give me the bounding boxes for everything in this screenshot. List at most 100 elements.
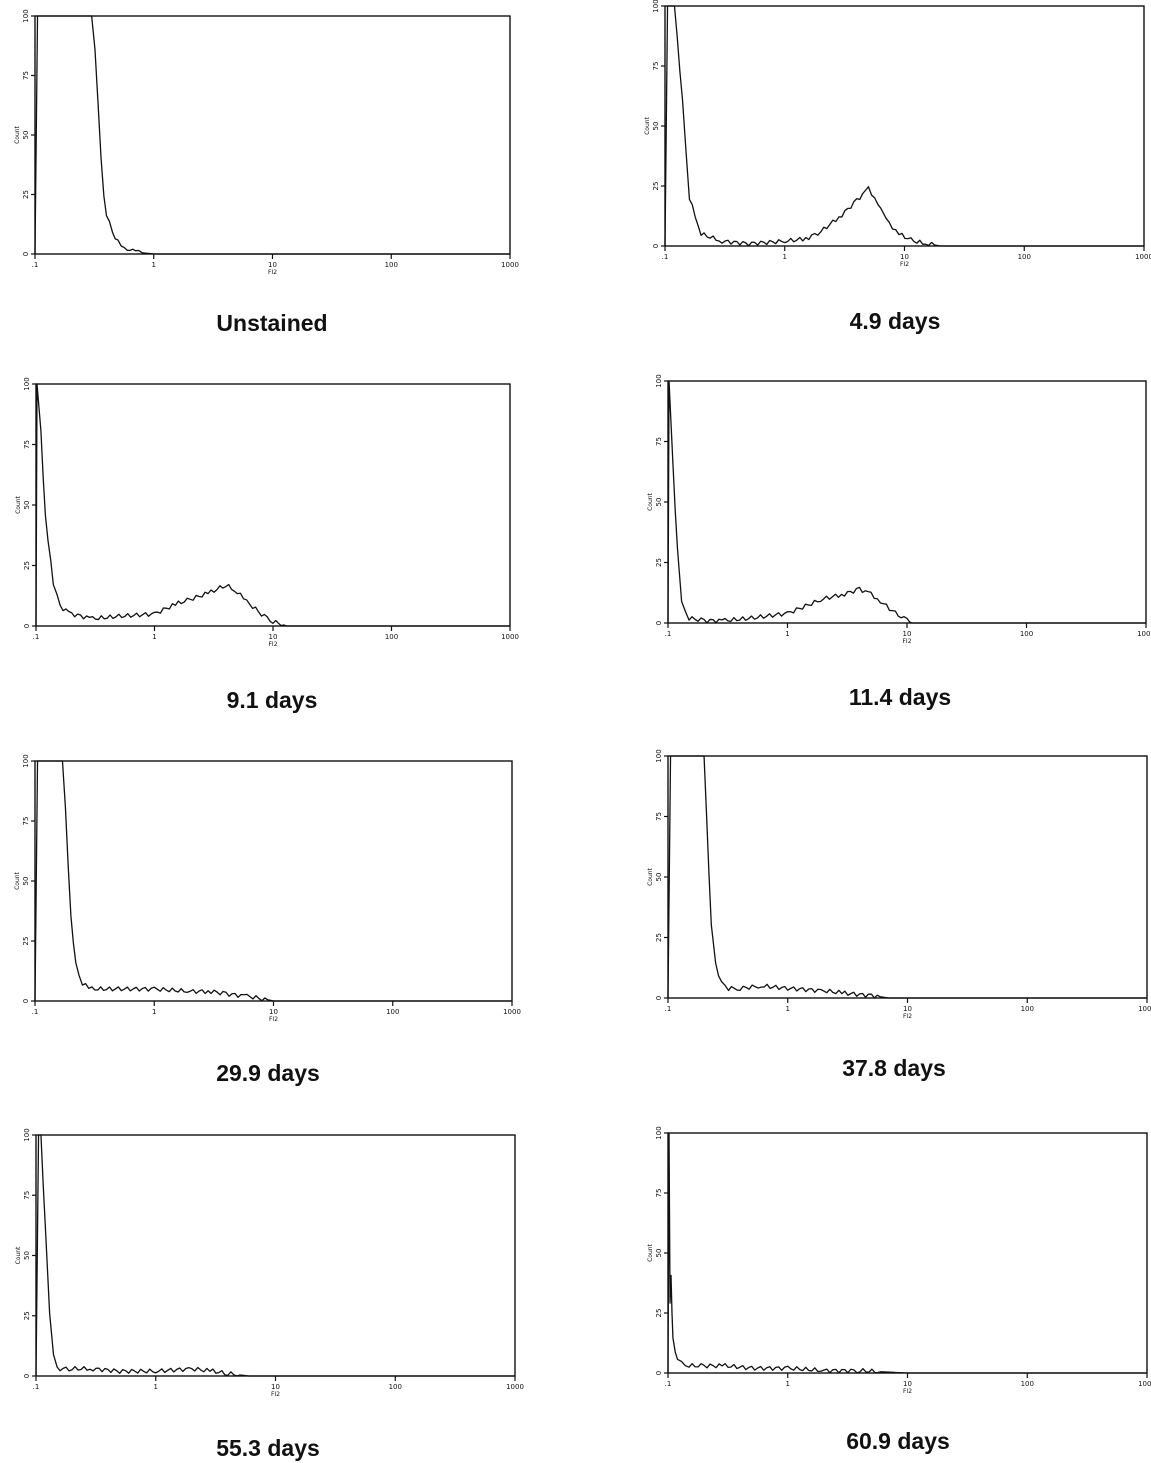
y-tick-label: 100	[655, 1126, 663, 1139]
y-tick-label: 100	[655, 374, 663, 387]
x-tick-label: 100	[1020, 630, 1033, 638]
x-axis-label: FI2	[268, 269, 277, 276]
caption-4-9-days: 4.9 days	[849, 308, 941, 334]
caption-unstained: Unstained	[216, 310, 328, 336]
x-tick-label: .1	[665, 630, 672, 638]
x-tick-label: 10	[903, 630, 912, 638]
y-tick-label: 25	[652, 182, 660, 191]
y-tick-label: 100	[22, 754, 30, 767]
y-tick-label: 100	[23, 1128, 31, 1141]
x-tick-label: 100	[385, 633, 398, 641]
x-tick-label: .1	[33, 1383, 40, 1391]
x-tick-label: 10	[903, 1380, 912, 1388]
x-tick-label: 100	[386, 1008, 399, 1016]
histogram-line	[35, 383, 510, 627]
x-tick-label: 1	[786, 1380, 790, 1388]
y-tick-label: 100	[23, 377, 31, 390]
y-tick-label: 75	[23, 440, 31, 449]
histogram-chart-4-9-days: .1 1 10 100 1000 0 25 50 75 100 FI2 Count	[644, 0, 1151, 268]
histogram-panel-29-9-days: .1 1 10 100 1000 0 25 50 75 100 FI2 Count	[0, 745, 575, 1035]
plot-frame	[667, 380, 1147, 624]
y-tick-label: 50	[655, 873, 663, 882]
x-tick-label: 10	[900, 253, 909, 261]
x-tick-label: .1	[662, 253, 669, 261]
histogram-line	[667, 755, 1147, 999]
x-axis-label: FI2	[903, 1388, 912, 1395]
x-tick-label: .1	[33, 633, 40, 641]
y-tick-label: 0	[655, 621, 663, 625]
x-tick-label: 1	[783, 253, 787, 261]
histogram-line	[667, 380, 1146, 624]
y-tick-label: 50	[22, 877, 30, 886]
x-tick-label: 100	[389, 1383, 402, 1391]
y-tick-label: 50	[23, 1251, 31, 1260]
x-tick-label: 1000	[1138, 1380, 1151, 1388]
y-axis-label: Count	[14, 871, 21, 889]
x-axis-label: FI2	[903, 1013, 912, 1020]
x-tick-label: 10	[268, 261, 277, 269]
plot-frame	[664, 5, 1145, 247]
x-tick-label: 10	[903, 1005, 912, 1013]
histogram-panel-4-9-days: .1 1 10 100 1000 0 25 50 75 100 FI2 Count	[576, 0, 1151, 280]
y-tick-label: 25	[23, 1311, 31, 1320]
y-tick-label: 25	[655, 933, 663, 942]
histogram-chart-55-3-days: .1 1 10 100 1000 0 25 50 75 100 FI2 Count	[15, 1128, 524, 1398]
caption-55-3-days: 55.3 days	[216, 1435, 320, 1461]
x-tick-label: 1000	[1135, 253, 1151, 261]
x-tick-label: 1000	[506, 1383, 524, 1391]
histogram-line	[35, 1134, 515, 1377]
x-tick-label: 1	[154, 1383, 158, 1391]
y-axis-label: Count	[15, 1246, 22, 1264]
y-tick-label: 0	[655, 1371, 663, 1375]
histogram-line	[34, 15, 510, 255]
y-axis-label: Count	[15, 495, 22, 513]
x-tick-label: 1000	[501, 633, 519, 641]
y-tick-label: 75	[23, 1191, 31, 1200]
y-tick-label: 75	[655, 437, 663, 446]
y-tick-label: 50	[655, 498, 663, 507]
y-axis-label: Count	[647, 1243, 654, 1261]
y-tick-label: 0	[22, 252, 30, 256]
histogram-panel-55-3-days: .1 1 10 100 1000 0 25 50 75 100 FI2 Count	[0, 1120, 575, 1410]
x-tick-label: 1000	[1137, 630, 1151, 638]
x-axis-label: FI2	[269, 1016, 278, 1023]
caption-60-9-days: 60.9 days	[846, 1428, 950, 1454]
histogram-chart-29-9-days: .1 1 10 100 1000 0 25 50 75 100 FI2 Count	[14, 754, 521, 1023]
y-tick-label: 75	[22, 817, 30, 826]
y-tick-label: 50	[23, 501, 31, 510]
x-tick-label: 1	[152, 633, 156, 641]
histogram-panel-11-4-days: .1 1 10 100 1000 0 25 50 75 100 FI2 Count	[576, 370, 1151, 660]
x-tick-label: 10	[269, 633, 278, 641]
plot-frame	[35, 1134, 516, 1377]
histogram-chart-11-4-days: .1 1 10 100 1000 0 25 50 75 100 FI2 Count	[647, 374, 1151, 645]
histogram-panel-60-9-days: .1 1 10 100 1000 0 25 50 75 100 FI2 Count	[576, 1120, 1151, 1410]
y-tick-label: 25	[22, 190, 30, 199]
y-tick-label: 25	[22, 937, 30, 946]
y-tick-label: 0	[655, 996, 663, 1000]
x-axis-label: FI2	[900, 261, 909, 268]
y-tick-label: 0	[22, 999, 30, 1003]
y-tick-label: 25	[23, 561, 31, 570]
x-axis-label: FI2	[902, 638, 911, 645]
x-tick-label: 100	[1021, 1380, 1034, 1388]
x-axis-label: FI2	[268, 641, 277, 648]
y-axis-label: Count	[14, 125, 21, 143]
y-tick-label: 25	[655, 558, 663, 567]
y-axis-label: Count	[647, 867, 654, 885]
y-tick-label: 75	[652, 62, 660, 71]
x-tick-label: 1	[786, 1005, 790, 1013]
x-tick-label: .1	[665, 1005, 672, 1013]
x-tick-label: .1	[32, 261, 39, 269]
plot-frame	[667, 755, 1148, 999]
y-tick-label: 0	[652, 244, 660, 248]
x-tick-label: 10	[269, 1008, 278, 1016]
x-tick-label: 1000	[501, 261, 519, 269]
caption-9-1-days: 9.1 days	[226, 687, 318, 713]
x-tick-label: 1	[785, 630, 789, 638]
y-tick-label: 100	[22, 9, 30, 22]
caption-29-9-days: 29.9 days	[216, 1060, 320, 1086]
histogram-line	[664, 5, 1144, 247]
y-tick-label: 75	[655, 812, 663, 821]
y-tick-label: 0	[23, 624, 31, 628]
y-tick-label: 100	[652, 0, 660, 13]
